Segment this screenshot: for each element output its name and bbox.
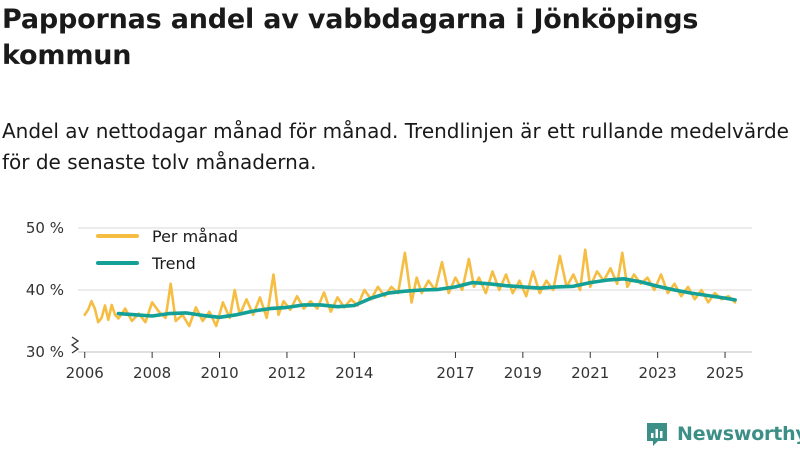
chart-legend: Per månad Trend xyxy=(96,227,238,273)
page-subtitle: Andel av nettodagar månad för månad. Tre… xyxy=(2,119,789,174)
x-tick-label: 2023 xyxy=(639,364,677,382)
y-tick-label: 40 % xyxy=(26,281,64,299)
y-axis-break-marker xyxy=(70,336,80,354)
brand-name: Newsworthy xyxy=(677,423,800,445)
legend-label: Trend xyxy=(151,254,196,273)
newsworthy-logo-icon xyxy=(647,423,667,446)
y-tick-label: 30 % xyxy=(26,343,64,361)
x-tick-label: 2008 xyxy=(133,364,171,382)
x-tick-label: 2010 xyxy=(200,364,238,382)
x-tick-label: 2014 xyxy=(335,364,373,382)
y-tick-label: 50 % xyxy=(26,219,64,237)
x-tick-label: 2019 xyxy=(504,364,542,382)
brand-logo: Newsworthy xyxy=(645,420,800,448)
x-tick-label: 2021 xyxy=(571,364,609,382)
x-tick-label: 2006 xyxy=(66,364,104,382)
x-tick-label: 2017 xyxy=(436,364,474,382)
x-tick-label: 2012 xyxy=(268,364,306,382)
x-tick-label: 2025 xyxy=(706,364,744,382)
series-line-trend xyxy=(116,277,737,320)
line-chart: 30 % 40 % 50 % 2006 2008 2010 2012 2014 2017 2019… xyxy=(26,219,752,382)
page-title: Pappornas andel av vabbdagarna i Jönköpi… xyxy=(2,4,699,71)
legend-label: Per månad xyxy=(152,227,238,246)
series-line-per-manad xyxy=(83,248,737,328)
